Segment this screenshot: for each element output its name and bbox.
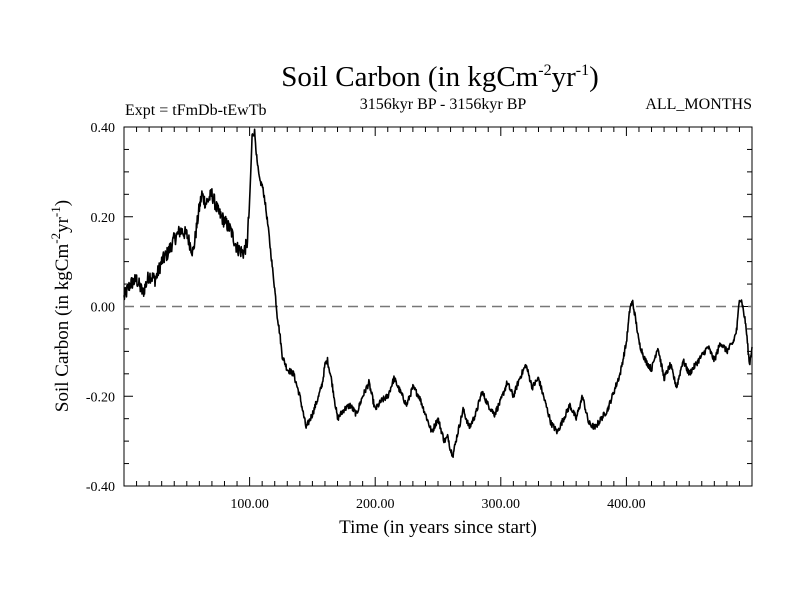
chart-title: Soil Carbon (in kgCm-2yr-1) <box>281 61 598 93</box>
x-tick-label: 300.00 <box>482 497 521 512</box>
y-tick-label: 0.20 <box>91 211 116 226</box>
y-tick-label: 0.40 <box>91 121 116 136</box>
series-line-soil-carbon <box>123 128 753 458</box>
months-label: ALL_MONTHS <box>645 96 752 113</box>
experiment-label: Expt = tFmDb-tEwTb <box>125 102 266 119</box>
x-tick-label: 400.00 <box>607 497 646 512</box>
y-axis-label: Soil Carbon (in kgCm-2yr-1) <box>48 200 73 412</box>
axis-tick-labels: 100.00 200.00 300.00 400.00 -0.40 -0.20 0.00 0.… <box>86 121 646 512</box>
x-tick-label: 200.00 <box>356 497 395 512</box>
x-axis-label: Time (in years since start) <box>339 517 537 538</box>
period-label: 3156kyr BP - 3156kyr BP <box>360 96 527 113</box>
y-tick-label: 0.00 <box>91 301 116 316</box>
y-tick-label: -0.20 <box>86 390 115 405</box>
y-tick-label: -0.40 <box>86 480 115 495</box>
x-tick-label: 100.00 <box>230 497 269 512</box>
